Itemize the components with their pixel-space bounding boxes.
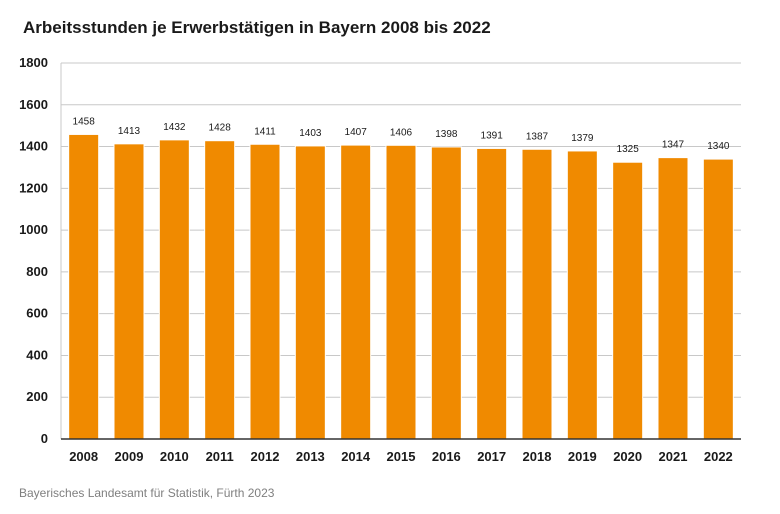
data-label-2021: 1347 bbox=[662, 140, 685, 151]
data-label-2016: 1398 bbox=[435, 129, 458, 140]
x-tick-label-2011: 2011 bbox=[206, 449, 234, 464]
y-tick-label: 0 bbox=[41, 431, 48, 446]
data-label-2019: 1379 bbox=[571, 133, 594, 144]
y-tick-label: 1000 bbox=[19, 222, 48, 237]
data-labels: 1458 1413 1432 1428 1411 1403 1407 1406 1398 1391… bbox=[73, 116, 730, 155]
data-label-2009: 1413 bbox=[118, 126, 141, 137]
bar-2014 bbox=[340, 144, 372, 440]
bar-2016 bbox=[430, 146, 462, 440]
y-tick-label: 1800 bbox=[19, 55, 48, 70]
chart-title: Arbeitsstunden je Erwerbstätigen in Baye… bbox=[23, 18, 491, 37]
data-label-2011: 1428 bbox=[209, 123, 232, 134]
bar-2017 bbox=[476, 147, 508, 440]
x-tick-label-2015: 2015 bbox=[387, 449, 416, 464]
bar-2021 bbox=[657, 157, 689, 440]
x-tick-label-2021: 2021 bbox=[659, 449, 688, 464]
y-tick-label: 1600 bbox=[19, 97, 48, 112]
x-tick-label-2017: 2017 bbox=[477, 449, 506, 464]
x-tick-label-2014: 2014 bbox=[341, 449, 371, 464]
x-tick-label-2018: 2018 bbox=[523, 449, 552, 464]
data-label-2018: 1387 bbox=[526, 131, 549, 142]
data-label-2008: 1458 bbox=[73, 116, 96, 127]
bars bbox=[68, 133, 734, 440]
data-label-2015: 1406 bbox=[390, 127, 413, 138]
x-tick-label-2009: 2009 bbox=[115, 449, 144, 464]
y-tick-label: 400 bbox=[26, 347, 48, 362]
bar-2019 bbox=[566, 150, 598, 440]
y-tick-label: 200 bbox=[26, 389, 48, 404]
bar-2008 bbox=[68, 133, 100, 440]
data-label-2020: 1325 bbox=[617, 144, 640, 155]
x-tick-label-2016: 2016 bbox=[432, 449, 461, 464]
x-axis-ticks: 2008 2009 2010 2011 2012 2013 2014 2015 2016 2017… bbox=[69, 449, 733, 464]
y-tick-label: 600 bbox=[26, 306, 48, 321]
x-tick-label-2020: 2020 bbox=[613, 449, 642, 464]
data-label-2010: 1432 bbox=[163, 122, 186, 133]
x-tick-label-2010: 2010 bbox=[160, 449, 189, 464]
bar-2020 bbox=[612, 161, 644, 440]
y-tick-label: 800 bbox=[26, 264, 48, 279]
bar-2018 bbox=[521, 148, 553, 440]
source-note: Bayerisches Landesamt für Statistik, Für… bbox=[19, 486, 275, 500]
y-axis-ticks: 0 200 400 600 800 1000 1200 1400 1600 1800 bbox=[19, 55, 48, 446]
x-tick-label-2019: 2019 bbox=[568, 449, 597, 464]
bar-2011 bbox=[204, 140, 236, 440]
x-tick-label-2022: 2022 bbox=[704, 449, 733, 464]
data-label-2014: 1407 bbox=[345, 127, 368, 138]
bar-2013 bbox=[294, 145, 326, 440]
x-tick-label-2013: 2013 bbox=[296, 449, 325, 464]
bar-2015 bbox=[385, 144, 417, 440]
data-label-2017: 1391 bbox=[481, 130, 504, 141]
bar-2012 bbox=[249, 143, 281, 440]
bar-2010 bbox=[158, 139, 190, 440]
x-tick-label-2012: 2012 bbox=[251, 449, 280, 464]
y-tick-label: 1200 bbox=[19, 180, 48, 195]
bar-2022 bbox=[702, 158, 734, 440]
data-label-2012: 1411 bbox=[254, 126, 276, 137]
data-label-2022: 1340 bbox=[707, 141, 730, 152]
bar-2009 bbox=[113, 143, 145, 440]
x-tick-label-2008: 2008 bbox=[69, 449, 98, 464]
data-label-2013: 1403 bbox=[299, 128, 322, 139]
y-tick-label: 1400 bbox=[19, 139, 48, 154]
